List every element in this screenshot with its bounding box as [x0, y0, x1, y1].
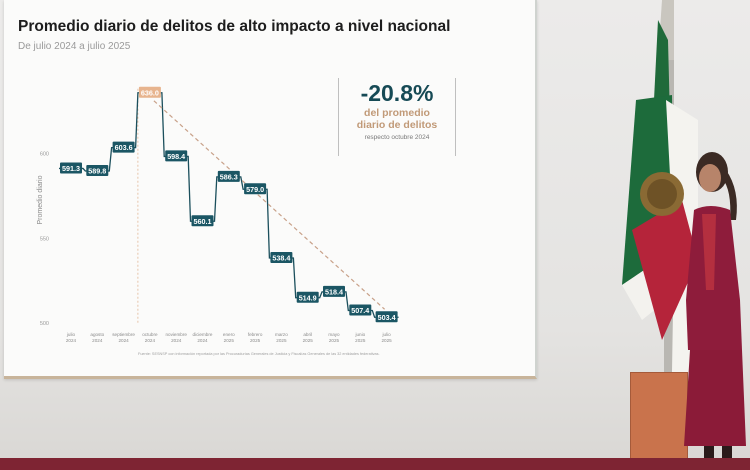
x-tick-label: 2024 [145, 338, 156, 343]
y-axis-label: Promedio diario [37, 175, 44, 224]
data-label: 514.9 [299, 293, 317, 302]
data-label: 591.3 [62, 164, 80, 173]
y-tick-label: 550 [40, 236, 49, 242]
data-label: 598.4 [167, 152, 185, 161]
data-label-box [296, 291, 319, 303]
y-tick-label: 500 [40, 321, 49, 327]
data-label: 507.4 [351, 306, 369, 315]
data-label-box [138, 86, 161, 98]
callout-line-2: diario de delitos [356, 119, 438, 131]
speaker-figure [684, 152, 746, 460]
data-label-box [270, 251, 293, 263]
source-note: Fuente: SESNSP con información reportada… [138, 352, 380, 356]
callout-line-1: del promedio [364, 107, 430, 119]
data-label: 518.4 [325, 287, 343, 296]
x-tick-label: 2024 [197, 338, 208, 343]
presentation-screen: Promedio diario de delitos de alto impac… [4, 0, 537, 379]
x-tick-label: febrero [248, 332, 263, 337]
data-label: 636.0 [141, 88, 159, 97]
x-tick-label: 2024 [171, 338, 182, 343]
slide-subtitle: De julio 2024 a julio 2025 [18, 41, 131, 52]
data-label-box [244, 183, 267, 195]
x-tick-label: junio [354, 332, 365, 337]
x-tick-label: agosto [90, 332, 104, 337]
data-label-box [217, 170, 240, 182]
reduction-callout: -20.8% del promedio diario de delitos re… [338, 78, 456, 156]
x-tick-label: mayo [328, 332, 340, 337]
x-tick-label: diciembre [193, 332, 213, 337]
data-label: 538.4 [272, 254, 290, 263]
data-label: 589.8 [88, 167, 106, 176]
data-label: 603.6 [115, 143, 133, 152]
x-tick-label: enero [223, 332, 235, 337]
x-tick-label: abril [303, 332, 312, 337]
x-tick-label: octubre [142, 332, 158, 337]
x-tick-label: 2025 [303, 338, 314, 343]
x-tick-label: 2024 [66, 338, 77, 343]
x-tick-label: julio [66, 332, 76, 337]
x-tick-label: 2025 [381, 338, 392, 343]
data-label-box [375, 311, 398, 323]
data-label-box [349, 304, 372, 316]
data-label: 579.0 [246, 185, 264, 194]
callout-note: respecto octubre 2024 [364, 134, 430, 141]
x-tick-label: 2024 [92, 338, 103, 343]
data-label-box [165, 150, 188, 162]
data-label-box [191, 215, 214, 227]
x-tick-label: 2025 [250, 338, 261, 343]
slide-title: Promedio diario de delitos de alto impac… [18, 18, 451, 35]
y-tick-label: 600 [40, 152, 49, 158]
crime-average-chart: 600 550 500 Promedio diario 591.3 589.8 603.6 6… [37, 86, 399, 356]
data-label: 503.4 [378, 313, 396, 322]
x-tick-label: 2025 [276, 338, 287, 343]
data-label: 586.3 [220, 173, 238, 182]
trend-arrow-line [153, 100, 386, 310]
x-tick-label: 2025 [329, 338, 340, 343]
stage-floor [0, 458, 750, 470]
x-tick-label: septiembre [112, 332, 135, 337]
x-tick-label: 2025 [355, 338, 366, 343]
series-step-line [59, 92, 399, 318]
data-label-box [86, 164, 109, 176]
x-tick-label: noviembre [165, 332, 187, 337]
data-label-box [112, 141, 135, 153]
x-tick-label: julio [382, 332, 392, 337]
data-label-box [60, 162, 82, 174]
data-label-box [323, 285, 345, 297]
data-label: 560.1 [194, 217, 212, 226]
x-tick-label: marzo [275, 332, 288, 337]
x-tick-label: 2024 [118, 338, 129, 343]
x-tick-label: 2025 [224, 338, 235, 343]
callout-value: -20.8% [360, 80, 434, 106]
